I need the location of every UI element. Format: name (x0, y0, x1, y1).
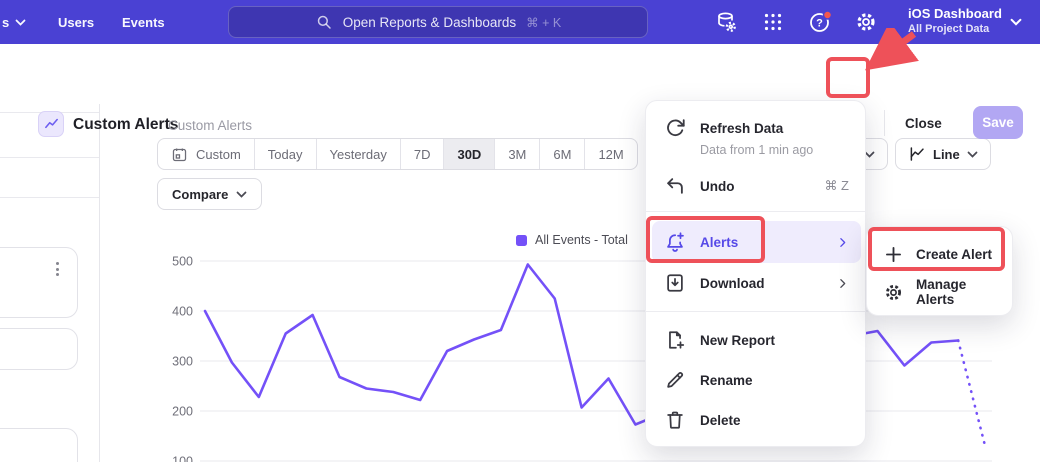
plus-icon (883, 244, 904, 265)
nav-item-events[interactable]: Events (122, 0, 165, 44)
help-icon[interactable]: ? (808, 10, 832, 34)
sidebar-divider (0, 197, 99, 198)
menu-divider (646, 311, 865, 312)
sidebar-card[interactable] (0, 328, 78, 370)
date-range-7d[interactable]: 7D (400, 139, 444, 169)
chevron-right-icon (836, 236, 849, 249)
chevron-down-icon (15, 19, 26, 26)
date-range-12m[interactable]: 12M (584, 139, 636, 169)
bell-plus-icon (664, 231, 686, 253)
project-selector[interactable]: iOS Dashboard All Project Data (908, 5, 1002, 36)
manage-alerts-item[interactable]: Manage Alerts (867, 273, 1012, 311)
menu-item-rename[interactable]: Rename (646, 361, 865, 399)
svg-text:300: 300 (172, 355, 193, 369)
alerts-submenu: Create Alert Manage Alerts (866, 226, 1013, 316)
breadcrumb: Custom Alerts (168, 118, 252, 133)
report-thumbnail-icon (38, 111, 64, 137)
notification-dot (824, 11, 832, 19)
svg-text:400: 400 (172, 305, 193, 319)
refresh-status-text: Data from 1 min ago (700, 143, 813, 157)
calendar-icon (171, 146, 188, 163)
search-input[interactable]: Open Reports & Dashboards ⌘ + K (228, 6, 648, 38)
chevron-down-icon (1010, 18, 1022, 26)
page-title: Custom Alerts (73, 116, 178, 134)
sidebar-card[interactable] (0, 428, 78, 462)
menu-divider (646, 211, 865, 212)
svg-text:?: ? (816, 18, 823, 30)
undo-icon (664, 175, 686, 197)
legend-swatch (516, 235, 527, 246)
legend-label: All Events - Total (535, 233, 628, 247)
create-alert-item[interactable]: Create Alert (867, 235, 1012, 273)
date-range-today[interactable]: Today (254, 139, 316, 169)
top-nav: s Users Events Open Reports & Dashboards… (0, 0, 1040, 44)
search-icon (315, 13, 333, 31)
nav-item-truncated[interactable]: s (2, 0, 26, 44)
search-shortcut: ⌘ + K (526, 15, 561, 30)
date-range-6m[interactable]: 6M (539, 139, 584, 169)
pencil-icon (664, 369, 686, 391)
chart-type-button[interactable]: Line (895, 138, 991, 170)
nav-item-users[interactable]: Users (58, 0, 94, 44)
download-icon (664, 272, 686, 294)
svg-text:200: 200 (172, 405, 193, 419)
menu-item-new-report[interactable]: New Report (646, 321, 865, 359)
svg-text:100: 100 (172, 455, 193, 462)
kebab-menu-icon[interactable] (56, 262, 59, 276)
date-range-label: Custom (196, 147, 241, 162)
undo-shortcut: ⌘ Z (824, 178, 849, 194)
header-divider (884, 110, 885, 136)
date-range-30d-selected[interactable]: 30D (443, 139, 494, 169)
compare-button[interactable]: Compare (157, 178, 262, 210)
chevron-right-icon (836, 277, 849, 290)
chevron-down-icon (967, 151, 978, 158)
close-button[interactable]: Close (905, 116, 942, 131)
app-root: 500 400 300 200 100 All Events - Total Custo… (0, 0, 1040, 462)
menu-item-refresh-data[interactable]: Refresh Data Data from 1 min ago (646, 115, 865, 141)
trash-icon (664, 409, 686, 431)
query-builder-sidebar (0, 104, 100, 462)
date-range-control: Custom Today Yesterday 7D 30D 3M 6M 12M (157, 138, 638, 170)
date-range-yesterday[interactable]: Yesterday (316, 139, 400, 169)
settings-gear-icon[interactable] (854, 10, 878, 34)
menu-item-undo[interactable]: Undo ⌘ Z (646, 167, 865, 205)
data-management-icon[interactable] (714, 10, 738, 34)
sidebar-divider (0, 157, 99, 158)
apps-grid-icon[interactable] (761, 10, 785, 34)
gear-icon (883, 282, 904, 303)
menu-item-delete[interactable]: Delete (646, 401, 865, 439)
refresh-icon (664, 117, 686, 139)
search-placeholder: Open Reports & Dashboards (343, 15, 516, 30)
line-chart-icon (908, 145, 926, 163)
menu-item-download[interactable]: Download (646, 263, 865, 303)
chevron-down-icon (236, 191, 247, 198)
dashboard-name: iOS Dashboard (908, 5, 1002, 22)
project-scope: All Project Data (908, 22, 1002, 36)
sidebar-card[interactable] (0, 247, 78, 318)
report-header: Custom Alerts Custom Alerts GV Duplicate… (0, 44, 1040, 104)
date-range-custom[interactable]: Custom (158, 139, 254, 169)
more-options-menu: Refresh Data Data from 1 min ago Undo ⌘ … (645, 100, 866, 447)
save-button[interactable]: Save (973, 106, 1023, 139)
date-range-3m[interactable]: 3M (494, 139, 539, 169)
menu-item-alerts[interactable]: Alerts (646, 221, 865, 263)
new-report-icon (664, 329, 686, 351)
svg-text:500: 500 (172, 255, 193, 269)
chart-legend: All Events - Total (516, 233, 628, 247)
